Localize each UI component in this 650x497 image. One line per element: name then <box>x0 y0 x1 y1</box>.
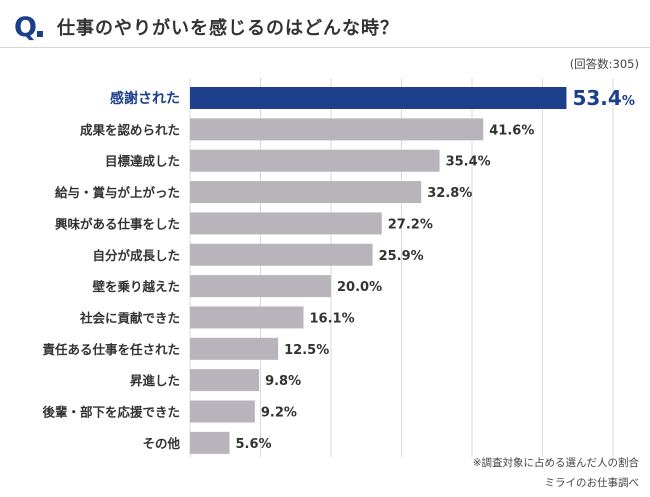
q-dot-mark <box>36 31 43 37</box>
bar <box>190 243 373 266</box>
value-label: 53.4% <box>572 86 634 110</box>
bar <box>190 275 331 298</box>
value-label: 9.8% <box>265 374 301 389</box>
category-label: 昇進した <box>130 373 180 388</box>
q-label: Q <box>14 11 37 43</box>
question-header: Q 仕事のやりがいを感じるのはどんな時？ <box>14 10 399 44</box>
footnote-source: ミライのお仕事調べ <box>544 477 640 489</box>
bar <box>190 400 255 423</box>
value-label: 35.4% <box>446 155 491 170</box>
category-label: 社会に貢献できた <box>79 310 180 325</box>
category-label: 給与・賞与が上がった <box>55 185 180 200</box>
category-label: その他 <box>142 436 180 451</box>
category-label: 興味がある仕事をした <box>55 216 180 231</box>
value-label: 27.2% <box>388 217 433 232</box>
respondent-count: (回答数:305) <box>569 57 639 71</box>
footnote-note: ※調査対象に占める選んだ人の割合 <box>472 457 639 469</box>
bar <box>190 149 440 172</box>
category-label: 感謝された <box>110 90 180 107</box>
value-unit: % <box>622 94 635 109</box>
bar <box>190 181 422 204</box>
category-label: 成果を認められた <box>80 122 180 137</box>
bar <box>190 306 304 329</box>
bar <box>190 431 230 454</box>
category-label: 自分が成長した <box>92 248 180 263</box>
bar <box>190 369 260 392</box>
question-title: 仕事のやりがいを感じるのはどんな時？ <box>56 18 399 39</box>
value-label: 5.6% <box>235 437 271 452</box>
category-label: 責任ある仕事を任された <box>42 342 180 357</box>
category-label: 壁を乗り越えた <box>92 279 180 294</box>
category-label: 目標達成した <box>105 154 180 169</box>
bar-highlight <box>190 87 567 109</box>
value-label: 16.1% <box>310 311 355 326</box>
category-label: 後輩・部下を応援できた <box>42 405 180 420</box>
bar <box>190 118 484 141</box>
bar <box>190 337 279 360</box>
value-label: 25.9% <box>379 249 424 264</box>
header-divider <box>0 47 650 48</box>
value-label: 9.2% <box>261 406 297 421</box>
value-label: 12.5% <box>284 343 329 358</box>
bar <box>190 212 382 235</box>
value-label: 32.8% <box>427 186 472 201</box>
value-label: 20.0% <box>337 280 382 295</box>
value-label: 41.6% <box>489 123 534 138</box>
